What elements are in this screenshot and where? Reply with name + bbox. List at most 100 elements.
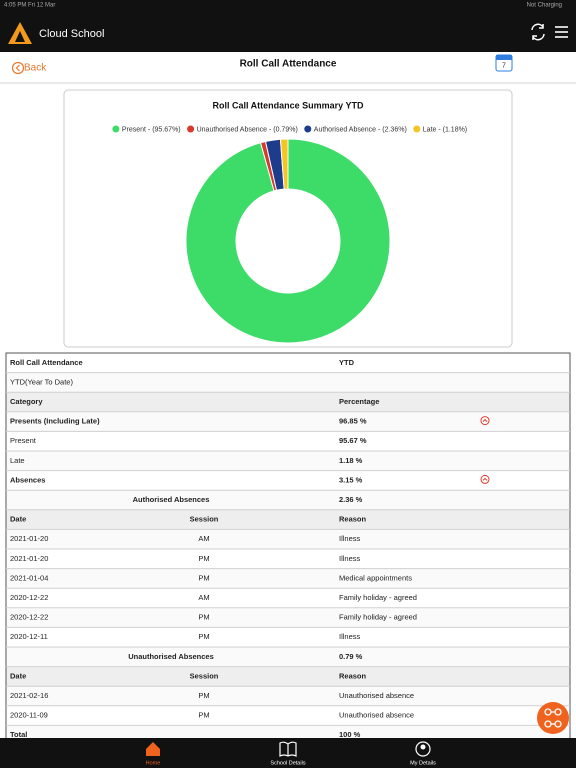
legend-swatch xyxy=(413,125,421,133)
row-value: Medical appointments xyxy=(339,573,412,582)
row-value: Illness xyxy=(339,554,361,563)
profile-icon[interactable] xyxy=(415,741,431,757)
legend-label: Present - (95.67%) xyxy=(122,126,181,133)
toggle-chevron[interactable] xyxy=(482,418,488,422)
row-label: YTD(Year To Date) xyxy=(10,377,73,386)
row-background xyxy=(6,451,570,471)
status-battery: Not Charging xyxy=(527,3,562,9)
row-label: Category xyxy=(10,397,43,406)
nav-item[interactable]: My Details xyxy=(410,741,436,766)
row-background xyxy=(6,411,570,432)
row-label: Date xyxy=(10,671,26,680)
donut-slice xyxy=(185,138,391,344)
row-value: 0.79 % xyxy=(339,652,363,661)
row-label: 2021-01-20 xyxy=(10,534,48,543)
row-label: 2021-01-04 xyxy=(10,573,48,582)
chart-card xyxy=(63,89,513,348)
row-value: AM xyxy=(198,534,209,543)
row-value: PM xyxy=(198,613,209,622)
legend: Present - (95.67%) Unauthorised Absence -… xyxy=(112,125,467,133)
legend-label: Late - (1.18%) xyxy=(423,126,467,133)
toggle-chevron[interactable] xyxy=(482,477,488,481)
row-value: 96.85 % xyxy=(339,417,367,426)
row-value: Illness xyxy=(339,534,361,543)
row-label: 2020-12-22 xyxy=(10,613,48,622)
row-value: PM xyxy=(198,691,209,700)
nav-label[interactable]: My Details xyxy=(410,760,436,766)
row-label: Roll Call Attendance xyxy=(10,358,83,367)
legend-swatch xyxy=(304,125,312,133)
row-value: PM xyxy=(198,573,209,582)
row-label: Total xyxy=(10,730,27,739)
row-value: Session xyxy=(190,671,219,680)
menu-button[interactable] xyxy=(555,26,568,38)
chart-title: Roll Call Attendance Summary YTD xyxy=(212,100,364,110)
row-background xyxy=(6,392,570,412)
row-value: Reason xyxy=(339,515,367,524)
row-value: Unauthorised absence xyxy=(339,711,414,720)
row-label: 2020-12-22 xyxy=(10,593,48,602)
donut-chart xyxy=(185,138,391,344)
nav-label[interactable]: School Details xyxy=(270,760,305,766)
row-label: Date xyxy=(10,515,26,524)
nav-label[interactable]: Home xyxy=(146,760,161,766)
attendance-table: Roll Call Attendance YTD YTD(Year To Date)… xyxy=(5,352,571,750)
legend-item: Unauthorised Absence - (0.79%) xyxy=(187,125,298,133)
row-value: YTD xyxy=(339,358,355,367)
row-value: Session xyxy=(190,515,219,524)
floating-button[interactable] xyxy=(537,702,569,734)
row-background xyxy=(6,490,570,510)
home-icon[interactable] xyxy=(146,742,160,756)
row-value: 3.15 % xyxy=(339,475,363,484)
row-value: Reason xyxy=(339,671,367,680)
row-value: 100 % xyxy=(339,730,361,739)
row-value: PM xyxy=(198,554,209,563)
profile-head[interactable] xyxy=(420,744,426,750)
calendar-day[interactable]: 7 xyxy=(502,62,506,69)
app-title: Cloud School xyxy=(39,28,104,40)
row-value: Family holiday - agreed xyxy=(339,613,417,622)
legend-item: Authorised Absence - (2.36%) xyxy=(304,125,407,133)
row-background xyxy=(6,607,570,628)
row-label: Unauthorised Absences xyxy=(128,652,214,661)
row-label: 2020-12-11 xyxy=(10,632,48,641)
row-label: Authorised Absences xyxy=(133,495,210,504)
back-button[interactable]: Back xyxy=(11,61,48,75)
row-label: 2021-01-20 xyxy=(10,554,48,563)
nav-item[interactable]: Home xyxy=(146,742,161,766)
toggle-circle[interactable] xyxy=(480,416,490,426)
nav-item[interactable]: School Details xyxy=(270,741,306,766)
row-background xyxy=(6,568,570,589)
row-background xyxy=(6,647,570,667)
row-value: PM xyxy=(198,711,209,720)
toggle-circle[interactable] xyxy=(480,474,490,484)
row-background xyxy=(6,372,570,393)
collapse-toggle[interactable] xyxy=(480,474,490,484)
row-label: 2021-02-16 xyxy=(10,691,48,700)
row-value: Percentage xyxy=(339,397,379,406)
legend-label: Authorised Absence - (2.36%) xyxy=(314,126,407,133)
collapse-toggle[interactable] xyxy=(480,416,490,426)
legend-swatch xyxy=(112,125,120,133)
legend-item: Present - (95.67%) xyxy=(112,125,181,133)
row-value: 1.18 % xyxy=(339,456,363,465)
legend-swatch xyxy=(187,125,195,133)
logo-inner xyxy=(15,31,25,42)
row-value: AM xyxy=(198,593,209,602)
refresh-button[interactable] xyxy=(531,23,545,41)
status-time: 4:05 PM Fri 12 Mar xyxy=(4,3,55,9)
calendar-button[interactable]: 7 xyxy=(495,54,513,72)
row-label: Presents (Including Late) xyxy=(10,417,100,426)
legend-item: Late - (1.18%) xyxy=(413,125,467,133)
row-value: 95.67 % xyxy=(339,436,367,445)
row-label: Absences xyxy=(10,475,45,484)
row-value: 2.36 % xyxy=(339,495,363,504)
book-icon[interactable] xyxy=(279,741,297,757)
row-label: Late xyxy=(10,456,25,465)
row-background xyxy=(6,686,570,706)
donut-slice xyxy=(279,138,289,190)
bottom-nav-items: Home School Details My Details xyxy=(146,741,436,766)
row-value: PM xyxy=(198,632,209,641)
back-label[interactable]: Back xyxy=(24,63,47,74)
